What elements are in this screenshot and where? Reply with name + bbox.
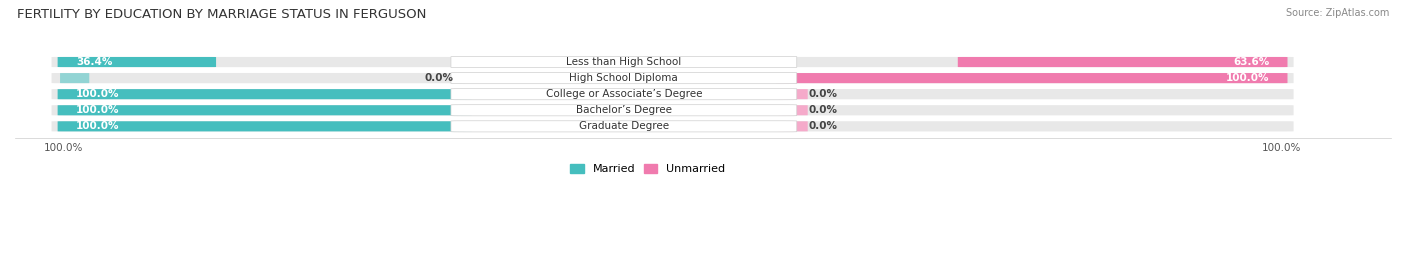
FancyBboxPatch shape xyxy=(58,121,471,131)
Text: Graduate Degree: Graduate Degree xyxy=(579,121,669,131)
Text: 0.0%: 0.0% xyxy=(425,73,453,83)
FancyBboxPatch shape xyxy=(52,89,1294,99)
FancyBboxPatch shape xyxy=(52,121,1294,132)
FancyBboxPatch shape xyxy=(779,89,807,99)
FancyBboxPatch shape xyxy=(52,105,1294,115)
FancyBboxPatch shape xyxy=(52,73,1294,83)
Text: Bachelor’s Degree: Bachelor’s Degree xyxy=(576,105,672,115)
FancyBboxPatch shape xyxy=(58,57,217,67)
FancyBboxPatch shape xyxy=(957,57,1288,67)
FancyBboxPatch shape xyxy=(58,105,471,115)
FancyBboxPatch shape xyxy=(779,105,807,115)
Text: 0.0%: 0.0% xyxy=(808,105,838,115)
Text: 100.0%: 100.0% xyxy=(76,89,120,99)
FancyBboxPatch shape xyxy=(58,89,471,99)
Text: 0.0%: 0.0% xyxy=(808,121,838,131)
Legend: Married, Unmarried: Married, Unmarried xyxy=(567,160,730,179)
FancyBboxPatch shape xyxy=(52,57,1294,67)
Text: Source: ZipAtlas.com: Source: ZipAtlas.com xyxy=(1285,8,1389,18)
Text: 100.0%: 100.0% xyxy=(76,105,120,115)
FancyBboxPatch shape xyxy=(451,73,797,84)
FancyBboxPatch shape xyxy=(776,73,1288,83)
Text: 63.6%: 63.6% xyxy=(1233,57,1270,67)
FancyBboxPatch shape xyxy=(779,121,807,131)
FancyBboxPatch shape xyxy=(451,56,797,68)
Text: Less than High School: Less than High School xyxy=(567,57,682,67)
FancyBboxPatch shape xyxy=(60,73,89,83)
FancyBboxPatch shape xyxy=(451,89,797,100)
Text: College or Associate’s Degree: College or Associate’s Degree xyxy=(546,89,702,99)
Text: 100.0%: 100.0% xyxy=(1226,73,1270,83)
Text: 36.4%: 36.4% xyxy=(76,57,112,67)
FancyBboxPatch shape xyxy=(451,121,797,132)
Text: 100.0%: 100.0% xyxy=(76,121,120,131)
Text: 0.0%: 0.0% xyxy=(808,89,838,99)
FancyBboxPatch shape xyxy=(451,105,797,116)
Text: High School Diploma: High School Diploma xyxy=(569,73,678,83)
Text: FERTILITY BY EDUCATION BY MARRIAGE STATUS IN FERGUSON: FERTILITY BY EDUCATION BY MARRIAGE STATU… xyxy=(17,8,426,21)
